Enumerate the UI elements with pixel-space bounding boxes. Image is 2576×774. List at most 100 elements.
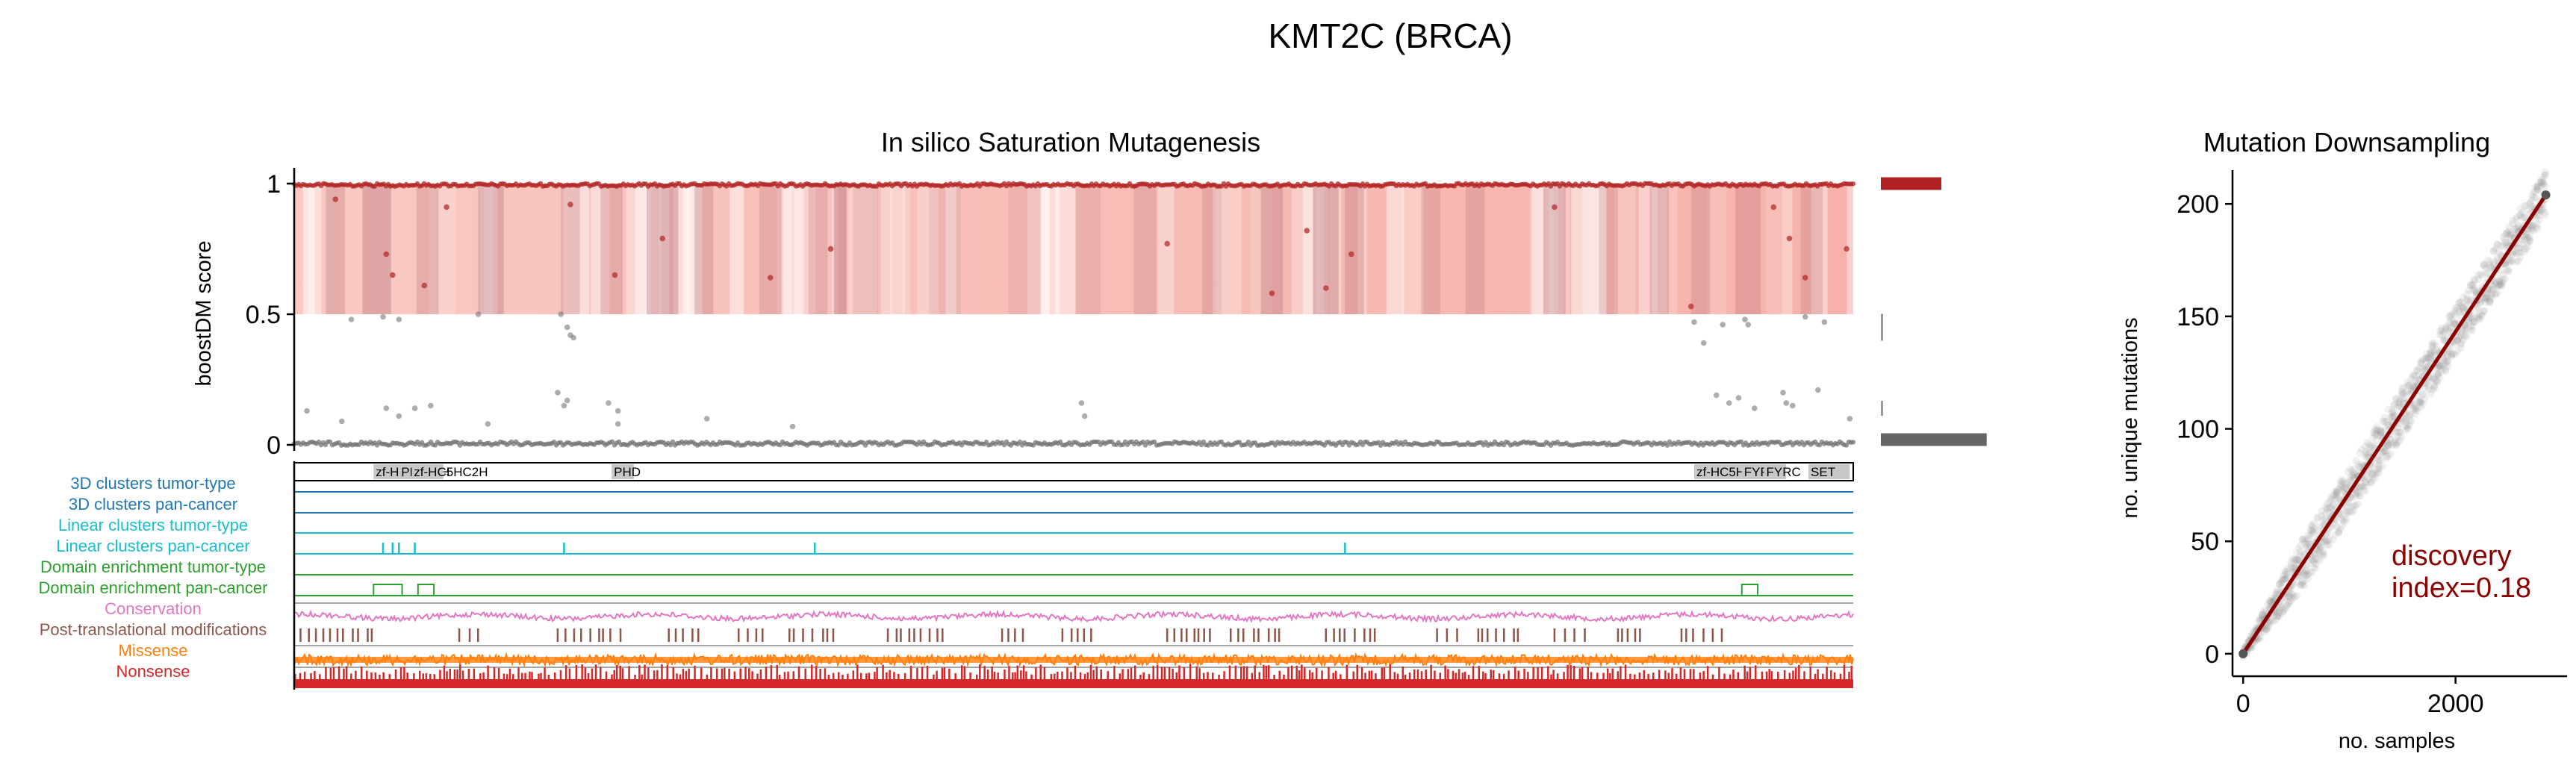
downsample-point xyxy=(2302,567,2310,575)
downsample-point xyxy=(2331,491,2339,499)
downsample-point xyxy=(2285,592,2293,600)
nonsense-mark xyxy=(1223,671,1225,679)
heatmap-light-band xyxy=(1041,184,1060,314)
nonsense-mark xyxy=(1843,664,1846,679)
downsample-point xyxy=(2486,263,2494,272)
downsample-point xyxy=(2315,544,2324,552)
passenger-point xyxy=(428,402,434,409)
nonsense-mark xyxy=(446,671,448,679)
downsample-point xyxy=(2258,611,2266,619)
downsample-point xyxy=(2356,492,2364,500)
downsample-point xyxy=(2369,434,2377,442)
passenger-point xyxy=(380,313,386,320)
downsample-point xyxy=(2424,385,2433,393)
downsample-point xyxy=(2297,581,2305,589)
heatmap-light-band xyxy=(945,184,956,314)
track-label-missense: Missense xyxy=(119,641,188,660)
passenger-point xyxy=(789,423,796,430)
downsample-point xyxy=(2417,398,2425,406)
downsample-point xyxy=(2492,290,2500,299)
downsample-point xyxy=(2404,378,2412,387)
downsample-point xyxy=(2524,233,2532,241)
heatmap-light-band xyxy=(1766,184,1782,314)
passenger-point xyxy=(564,324,570,331)
nonsense-mark xyxy=(1321,670,1323,679)
nonsense-mark xyxy=(1664,670,1667,679)
downsample-point xyxy=(2445,319,2454,327)
nonsense-mark xyxy=(1168,667,1171,679)
nonsense-mark xyxy=(810,664,813,679)
downsample-point xyxy=(2505,259,2513,267)
downsample-point xyxy=(2345,502,2353,510)
downsample-point xyxy=(2283,573,2292,581)
downsample-point xyxy=(2371,473,2379,481)
downsample-point xyxy=(2428,339,2436,347)
downsample-point xyxy=(2468,280,2477,288)
nonsense-mark xyxy=(1826,667,1828,679)
nonsense-mark xyxy=(647,667,650,679)
nonsense-mark xyxy=(1783,670,1786,679)
downsample-point xyxy=(2339,478,2347,486)
downsample-point xyxy=(2404,425,2412,433)
downsample-point xyxy=(2350,465,2358,473)
downsample-point xyxy=(2409,371,2418,379)
downsample-point xyxy=(2331,520,2339,528)
nonsense-mark xyxy=(724,667,726,679)
downsample-point xyxy=(2453,304,2461,312)
downsample-point xyxy=(2409,381,2418,390)
nonsense-mark xyxy=(564,665,567,679)
downsample-point xyxy=(2379,462,2387,470)
nonsense-mark xyxy=(941,667,944,679)
downsample-point xyxy=(2434,371,2442,379)
downsample-point xyxy=(2304,575,2312,583)
nonsense-mark xyxy=(1658,670,1661,679)
downsample-point xyxy=(2409,383,2418,391)
downsample-point xyxy=(2541,211,2549,219)
downsample-point xyxy=(2365,440,2374,449)
track-label-clusters3d_pan: 3D clusters pan-cancer xyxy=(69,495,237,514)
heatmap-light-band xyxy=(1291,184,1313,314)
nonsense-mark xyxy=(524,672,526,679)
downsample-point xyxy=(2449,319,2457,327)
nonsense-mark xyxy=(1513,667,1516,679)
downsample-point xyxy=(2524,205,2532,213)
downsample-point xyxy=(2295,555,2303,564)
downsample-point xyxy=(2413,407,2421,415)
downsample-point xyxy=(2430,373,2439,381)
downsample-point xyxy=(2470,286,2478,294)
downsample-point xyxy=(2323,505,2331,514)
nonsense-mark xyxy=(1298,670,1301,679)
heatmap-light-band xyxy=(673,184,690,314)
downsample-point xyxy=(2516,205,2524,213)
nonsense-mark xyxy=(1061,671,1063,679)
heatmap-light-band xyxy=(1040,184,1050,314)
heatmap-dark-band xyxy=(1421,184,1440,314)
downsample-point xyxy=(2513,226,2521,234)
downsample-point xyxy=(2384,405,2392,413)
nonsense-mark xyxy=(613,670,615,679)
nonsense-mark xyxy=(827,674,830,679)
downsample-point xyxy=(2480,293,2488,301)
nonsense-mark xyxy=(856,664,859,679)
downsample-point xyxy=(2365,449,2374,457)
downsample-point xyxy=(2339,487,2347,495)
downsample-point xyxy=(2424,382,2433,390)
downsample-point xyxy=(2321,514,2330,522)
downsample-point xyxy=(2527,202,2536,210)
downsample-point xyxy=(2308,527,2316,535)
downsample-point xyxy=(2497,282,2505,290)
downsample-point xyxy=(2275,609,2283,617)
nonsense-mark xyxy=(859,672,862,679)
downsample-point xyxy=(2392,428,2401,437)
downsample-point xyxy=(2323,541,2331,549)
downsample-point xyxy=(2356,484,2364,492)
downsample-point xyxy=(2503,229,2511,237)
downsample-point xyxy=(2436,363,2444,371)
nonsense-mark xyxy=(963,666,966,679)
downsample-point xyxy=(2353,489,2362,497)
downsample-point xyxy=(2499,275,2507,284)
downsample-point xyxy=(2430,381,2439,390)
downsample-point xyxy=(2483,293,2492,302)
downsample-point xyxy=(2537,178,2545,187)
nonsense-mark xyxy=(1430,664,1432,679)
